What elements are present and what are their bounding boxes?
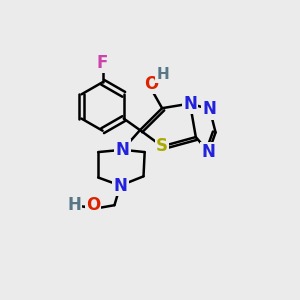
- Text: N: N: [203, 100, 217, 118]
- Text: S: S: [156, 137, 168, 155]
- Text: O: O: [145, 75, 159, 93]
- Text: H: H: [68, 196, 81, 214]
- Text: O: O: [86, 196, 100, 214]
- Text: N: N: [116, 141, 130, 159]
- Text: N: N: [183, 94, 197, 112]
- Text: H: H: [156, 67, 169, 82]
- Text: -: -: [83, 200, 88, 213]
- Text: N: N: [113, 177, 127, 195]
- Text: N: N: [202, 143, 215, 161]
- Text: F: F: [97, 54, 108, 72]
